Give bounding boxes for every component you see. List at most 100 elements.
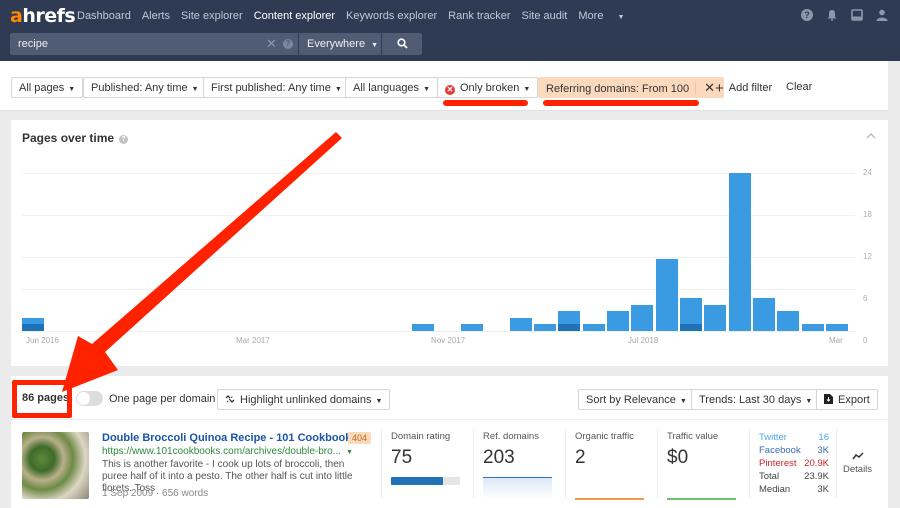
unlink-icon (225, 395, 235, 403)
domain-rating-bar (391, 477, 460, 485)
chart-bar[interactable] (802, 324, 824, 331)
chart-bar[interactable] (534, 324, 556, 331)
ahrefs-logo[interactable]: ahrefs (10, 5, 76, 27)
organic-traffic-sparkline (575, 498, 644, 500)
x-tick: Jun 2016 (26, 336, 59, 345)
export-button[interactable]: Export (816, 389, 878, 410)
chevron-down-icon: ▼ (805, 398, 813, 405)
nav-alerts[interactable]: Alerts (141, 10, 170, 22)
chart-bar[interactable] (583, 324, 605, 331)
gridline (22, 173, 855, 174)
broken-link-icon: ✕ (445, 85, 455, 95)
result-title-link[interactable]: Double Broccoli Quinoa Recipe - 101 Cook… (102, 432, 358, 444)
highlight-unlinked-dropdown[interactable]: Highlight unlinked domains ▼ (217, 389, 391, 410)
ref-domains-value[interactable]: 203 (483, 447, 515, 468)
search-input[interactable]: recipe ✕ ? (10, 33, 298, 55)
gridline (22, 215, 855, 216)
details-button[interactable]: Details (843, 452, 872, 475)
nav-rank-tracker[interactable]: Rank tracker (448, 10, 511, 22)
languages-filter[interactable]: All languages ▼ (345, 77, 438, 98)
plus-icon: + (715, 80, 724, 97)
clear-filters-button[interactable]: Clear (786, 81, 813, 93)
chart-bar[interactable] (22, 318, 44, 331)
chart-bar[interactable] (704, 305, 726, 331)
results-card: 86 pages One page per domain Highlight u… (11, 376, 888, 508)
chart-bar[interactable] (729, 173, 751, 331)
chart-bar[interactable] (656, 259, 678, 331)
y-tick: 6 (863, 294, 868, 303)
page-scrollbar[interactable] (888, 61, 900, 508)
one-page-per-domain-toggle[interactable] (76, 391, 103, 406)
chart-bar-highlight (680, 324, 702, 331)
chart-bar[interactable] (607, 311, 629, 331)
nav-site-audit[interactable]: Site audit (521, 10, 568, 22)
chevron-down-icon: ▼ (617, 14, 625, 21)
social-row-pinterest: Pinterest 20.9K (759, 458, 829, 469)
chart-bar[interactable] (777, 311, 799, 331)
bell-icon[interactable] (826, 9, 838, 21)
gridline (22, 289, 855, 290)
ref-domains-metric: Ref. domains 203 (483, 431, 539, 468)
collapse-icon[interactable] (866, 130, 876, 142)
divider (381, 428, 382, 498)
nav-dashboard[interactable]: Dashboard (77, 10, 131, 22)
chart-bar[interactable] (826, 324, 848, 331)
top-navigation-bar: ahrefs Dashboard Alerts Site explorer Co… (0, 0, 900, 61)
status-badge: 404 (348, 432, 372, 444)
main-nav: Dashboard Alerts Site explorer Content e… (77, 10, 646, 22)
y-tick: 18 (863, 210, 872, 219)
toggle-knob (77, 392, 90, 405)
chart-bar[interactable] (680, 298, 702, 331)
remove-filter-icon[interactable]: ✕ (695, 81, 723, 94)
trend-chart-icon (851, 452, 864, 460)
chart-bar[interactable] (412, 324, 434, 331)
result-thumbnail[interactable] (22, 432, 89, 499)
add-filter-button[interactable]: + Add filter (715, 80, 773, 97)
nav-more[interactable]: More ▼ (578, 10, 625, 22)
export-icon (824, 394, 833, 404)
only-broken-filter[interactable]: ✕ Only broken ▼ (437, 77, 539, 98)
organic-traffic-metric: Organic traffic 2 (575, 431, 634, 468)
clear-search-icon[interactable]: ✕ (266, 36, 277, 51)
search-button[interactable] (382, 33, 422, 55)
search-scope-dropdown[interactable]: Everywhere ▼ (299, 33, 381, 55)
nav-site-explorer[interactable]: Site explorer (180, 10, 243, 22)
trends-dropdown[interactable]: Trends: Last 30 days ▼ (691, 389, 821, 410)
chart-bar[interactable] (558, 311, 580, 331)
one-page-per-domain-label: One page per domain (109, 393, 216, 405)
social-row-facebook: Facebook 3K (759, 445, 829, 456)
chart-bar[interactable] (461, 324, 483, 331)
annotation-underline (543, 100, 699, 106)
divider (657, 428, 658, 498)
chevron-down-icon: ▼ (523, 86, 531, 93)
result-description: This is another favorite - I cook up lot… (102, 459, 353, 494)
y-tick: 24 (863, 168, 872, 177)
results-count: 86 pages (22, 392, 70, 404)
inbox-icon[interactable] (851, 9, 863, 21)
user-icon[interactable] (876, 9, 888, 21)
all-pages-filter[interactable]: All pages ▼ (11, 77, 84, 98)
result-url-link[interactable]: https://www.101cookbooks.com/archives/do… (102, 446, 353, 457)
chart-bar[interactable] (631, 305, 653, 331)
chevron-down-icon: ▼ (371, 42, 379, 49)
chevron-down-icon[interactable]: ▼ (346, 449, 353, 456)
chevron-down-icon: ▼ (423, 86, 430, 93)
organic-traffic-value[interactable]: 2 (575, 447, 586, 468)
chevron-down-icon: ▼ (191, 86, 199, 93)
nav-content-explorer[interactable]: Content explorer (253, 10, 336, 22)
help-icon[interactable]: ? (801, 9, 813, 21)
domain-rating-value: 75 (391, 447, 413, 468)
search-icon (397, 38, 408, 49)
published-filter[interactable]: Published: Any time ▼ (83, 77, 207, 98)
nav-keywords-explorer[interactable]: Keywords explorer (346, 10, 438, 22)
chart-title: Pages over time? (22, 131, 129, 145)
first-published-filter[interactable]: First published: Any time ▼ (203, 77, 350, 98)
chart-bar[interactable] (753, 298, 775, 331)
help-icon[interactable]: ? (119, 135, 129, 144)
referring-domains-filter[interactable]: Referring domains: From 100 ✕ (538, 77, 724, 98)
search-help-icon[interactable]: ? (283, 39, 293, 49)
divider (836, 428, 837, 498)
chart-bar[interactable] (510, 318, 532, 331)
ref-domains-sparkline (483, 477, 552, 499)
sort-dropdown[interactable]: Sort by Relevance ▼ (578, 389, 695, 410)
